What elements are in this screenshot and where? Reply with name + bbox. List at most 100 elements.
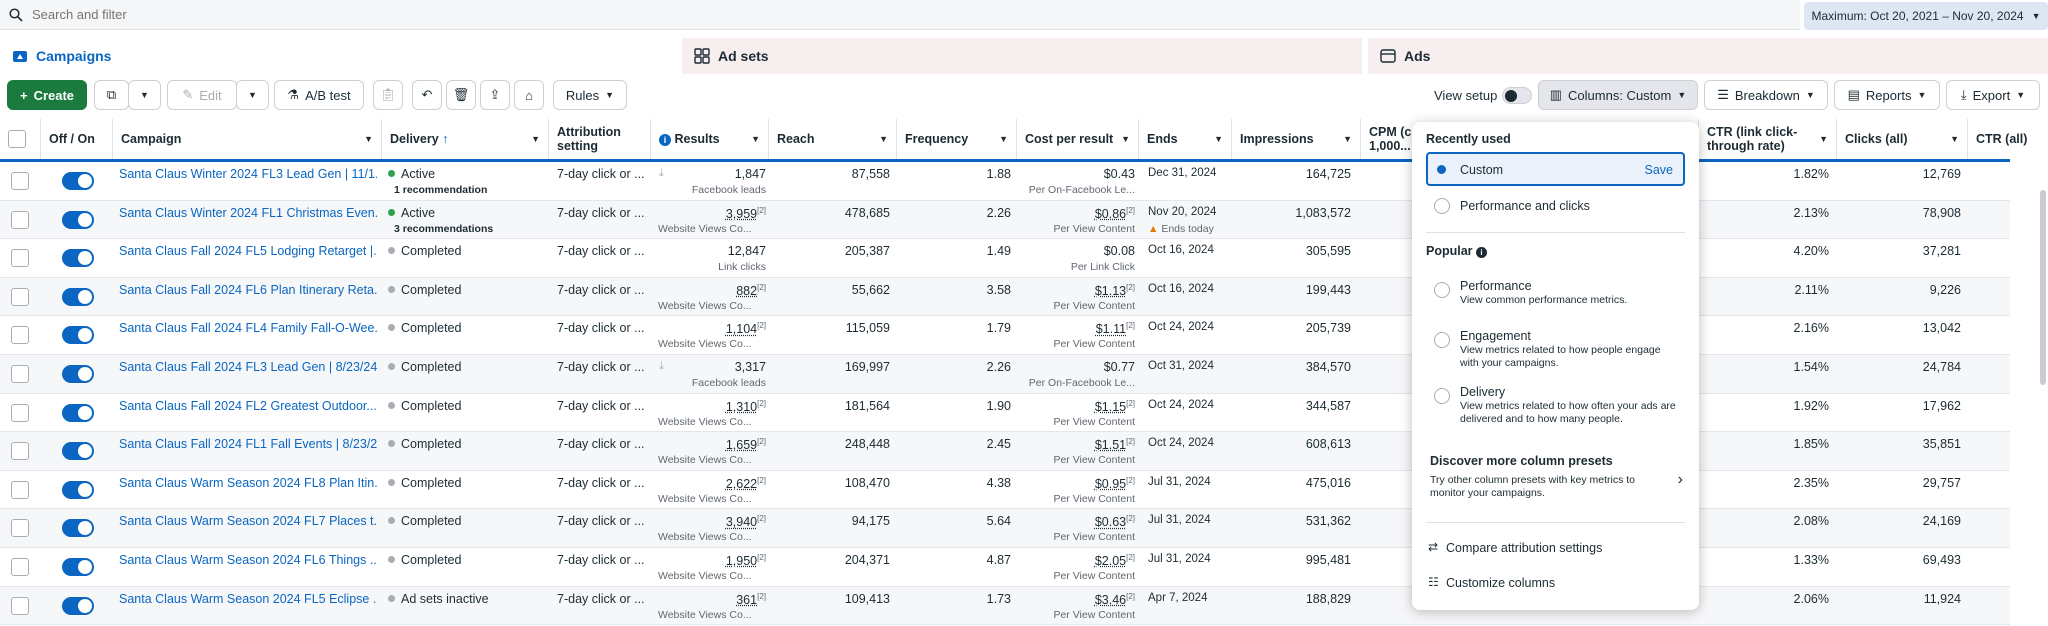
campaign-toggle[interactable] [62, 365, 94, 383]
header-off-on[interactable]: Off / On [41, 119, 113, 159]
header-ctr-link[interactable]: CTR (link click-through rate) ▼ [1699, 119, 1837, 159]
header-ends[interactable]: Ends ▼ [1139, 119, 1232, 159]
header-ctr-all[interactable]: CTR (all) [1968, 119, 2040, 159]
recommendations-link[interactable]: 1 recommendation [394, 184, 488, 196]
header-cost-per-result[interactable]: Cost per result ▼ [1017, 119, 1139, 159]
campaign-name-link[interactable]: Santa Claus Warm Season 2024 FL6 Things … [119, 553, 377, 567]
header-reach[interactable]: Reach ▼ [769, 119, 897, 159]
campaign-toggle[interactable] [62, 249, 94, 268]
edit-dropdown-button[interactable]: ▼ [236, 80, 269, 110]
columns-button[interactable]: ▥ Columns: Custom ▼ [1538, 80, 1698, 110]
table-row[interactable]: Santa Claus Fall 2024 FL5 Lodging Retarg… [0, 239, 2010, 278]
search-input[interactable] [32, 7, 1732, 22]
header-attribution[interactable]: Attribution setting [549, 119, 651, 159]
preset-perf-clicks-radio[interactable] [1434, 198, 1450, 214]
ab-test-button[interactable]: ⚗ A/B test [274, 80, 364, 110]
delete-button[interactable]: 🗑︎ [446, 80, 476, 110]
campaign-name-link[interactable]: Santa Claus Fall 2024 FL4 Family Fall-O-… [119, 321, 377, 336]
preset-engagement-label[interactable]: Engagement [1460, 329, 1531, 343]
campaign-toggle[interactable] [62, 326, 94, 345]
duplicate-dropdown-button[interactable]: ▼ [128, 80, 161, 110]
edit-button[interactable]: ✎ Edit [167, 80, 237, 110]
table-row[interactable]: Santa Claus Warm Season 2024 FL7 Places … [0, 509, 2010, 548]
preset-delivery-radio[interactable] [1434, 388, 1450, 404]
table-row[interactable]: Santa Claus Fall 2024 FL1 Fall Events | … [0, 432, 2010, 471]
campaign-name-link[interactable]: Santa Claus Warm Season 2024 FL7 Places … [119, 514, 377, 529]
campaign-toggle[interactable] [62, 210, 94, 229]
save-preset-button[interactable]: Save [1644, 163, 1674, 177]
campaign-name-link[interactable]: Santa Claus Fall 2024 FL6 Plan Itinerary… [119, 282, 377, 297]
preset-performance-radio[interactable] [1434, 282, 1450, 298]
campaign-name-link[interactable]: Santa Claus Fall 2024 FL1 Fall Events | … [119, 437, 377, 452]
row-checkbox[interactable] [11, 596, 29, 615]
campaign-toggle[interactable] [62, 558, 94, 576]
header-frequency[interactable]: Frequency ▼ [897, 119, 1017, 159]
row-checkbox[interactable] [11, 287, 29, 306]
table-row[interactable]: Santa Claus Fall 2024 FL3 Lead Gen | 8/2… [0, 355, 2010, 394]
campaign-name-link[interactable]: Santa Claus Fall 2024 FL3 Lead Gen | 8/2… [119, 360, 377, 374]
row-checkbox[interactable] [11, 365, 29, 383]
table-row[interactable]: Santa Claus Warm Season 2024 FL5 Eclipse… [0, 586, 2010, 626]
preset-perf-clicks-label[interactable]: Performance and clicks [1460, 199, 1590, 213]
campaign-toggle[interactable] [62, 480, 94, 499]
campaign-toggle[interactable] [62, 172, 94, 190]
export-button[interactable]: ⤓ Export ▼ [1946, 80, 2040, 110]
tab-campaigns[interactable]: Campaigns [0, 38, 676, 74]
tab-ads[interactable]: Ads [1368, 38, 2048, 74]
campaign-name-link[interactable]: Santa Claus Winter 2024 FL3 Lead Gen | 1… [119, 167, 377, 181]
table-row[interactable]: Santa Claus Warm Season 2024 FL6 Things … [0, 548, 2010, 587]
tab-ad-sets[interactable]: Ad sets [682, 38, 1362, 74]
campaign-name-link[interactable]: Santa Claus Warm Season 2024 FL5 Eclipse… [119, 591, 377, 606]
table-row[interactable]: Santa Claus Winter 2024 FL3 Lead Gen | 1… [0, 162, 2010, 201]
discover-presets-link[interactable]: Discover more column presets Try other c… [1426, 454, 1685, 512]
reports-button[interactable]: ▤ Reports ▼ [1834, 80, 1940, 110]
date-range-picker[interactable]: Maximum: Oct 20, 2021 – Nov 20, 2024 ▼ [1804, 2, 2048, 30]
campaign-name-link[interactable]: Santa Claus Fall 2024 FL5 Lodging Retarg… [119, 244, 377, 259]
preset-delivery-label[interactable]: Delivery [1460, 385, 1506, 399]
table-row[interactable]: Santa Claus Fall 2024 FL6 Plan Itinerary… [0, 277, 2010, 317]
campaign-toggle[interactable] [62, 287, 94, 306]
vertical-scrollbar[interactable] [2040, 190, 2046, 385]
row-checkbox[interactable] [11, 558, 29, 576]
preset-engagement-radio[interactable] [1434, 332, 1450, 348]
create-button[interactable]: + Create [7, 80, 87, 110]
header-campaign[interactable]: Campaign ▼ [113, 119, 382, 159]
tag-button[interactable]: ⌂ [514, 80, 544, 110]
campaign-toggle[interactable] [62, 442, 94, 461]
row-checkbox[interactable] [11, 480, 29, 499]
table-row[interactable]: Santa Claus Fall 2024 FL4 Family Fall-O-… [0, 316, 2010, 355]
preset-performance-label[interactable]: Performance [1460, 279, 1532, 293]
campaign-toggle[interactable] [62, 519, 94, 538]
view-setup-toggle[interactable] [1502, 87, 1532, 104]
campaign-name-link[interactable]: Santa Claus Warm Season 2024 FL8 Plan It… [119, 475, 377, 490]
header-results[interactable]: i Results ▼ [651, 119, 769, 159]
recommendations-link[interactable]: 3 recommendations [394, 222, 494, 235]
row-checkbox[interactable] [11, 442, 29, 461]
row-checkbox[interactable] [11, 403, 29, 422]
campaign-toggle[interactable] [62, 596, 94, 615]
compare-attribution-item[interactable]: ⇄ Compare attribution settings [1426, 540, 1685, 560]
table-row[interactable]: Santa Claus Fall 2024 FL2 Greatest Outdo… [0, 394, 2010, 433]
table-row[interactable]: Santa Claus Warm Season 2024 FL8 Plan It… [0, 471, 2010, 510]
search-bar[interactable] [0, 0, 1800, 30]
row-checkbox[interactable] [11, 249, 29, 268]
select-all-checkbox[interactable] [8, 130, 26, 148]
row-checkbox[interactable] [11, 326, 29, 345]
share-button[interactable]: ⇪ [480, 80, 510, 110]
campaign-name-link[interactable]: Santa Claus Fall 2024 FL2 Greatest Outdo… [119, 398, 377, 413]
header-delivery[interactable]: Delivery ↑ ▼ [382, 119, 549, 159]
campaign-name-link[interactable]: Santa Claus Winter 2024 FL1 Christmas Ev… [119, 205, 377, 220]
header-impressions[interactable]: Impressions ▼ [1232, 119, 1361, 159]
preset-custom[interactable]: Custom Save [1426, 152, 1685, 186]
rules-button[interactable]: Rules ▼ [553, 80, 627, 110]
undo-button[interactable]: ↶ [412, 80, 442, 110]
clipboard-button[interactable]: 📋︎ [373, 80, 403, 110]
row-checkbox[interactable] [11, 210, 29, 229]
duplicate-button[interactable]: ⧉ [94, 80, 129, 110]
table-row[interactable]: Santa Claus Winter 2024 FL1 Christmas Ev… [0, 200, 2010, 240]
header-clicks-all[interactable]: Clicks (all) ▼ [1837, 119, 1968, 159]
customize-columns-item[interactable]: ☷ Customize columns [1426, 575, 1685, 595]
row-checkbox[interactable] [11, 172, 29, 190]
row-checkbox[interactable] [11, 519, 29, 538]
campaign-toggle[interactable] [62, 403, 94, 422]
